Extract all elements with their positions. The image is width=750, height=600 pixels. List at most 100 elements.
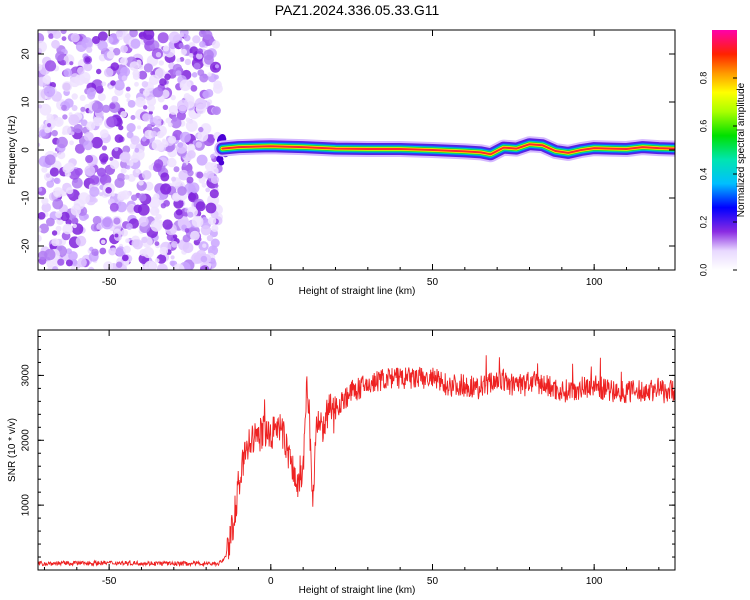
noise-blob (114, 80, 125, 91)
noise-blob (44, 154, 56, 166)
spectrogram-ylabel: Frequency (Hz) (7, 116, 18, 185)
noise-blob (193, 62, 201, 70)
noise-blob (97, 40, 108, 51)
noise-blob (47, 123, 52, 128)
noise-blob (168, 51, 173, 57)
noise-blob (154, 68, 166, 79)
noise-blob (109, 159, 120, 170)
noise-blob (196, 154, 208, 166)
noise-blob (190, 85, 198, 92)
noise-blob (200, 255, 208, 263)
snr-xlabel: Height of straight line (km) (299, 585, 416, 596)
noise-blob (169, 260, 175, 266)
noise-blob (138, 64, 144, 70)
ridge-core (221, 143, 675, 156)
noise-blob (171, 176, 177, 182)
onset-blob (219, 134, 226, 141)
noise-blob (156, 131, 164, 139)
noise-blob (207, 216, 217, 226)
noise-blob (167, 157, 177, 168)
noise-blob (180, 48, 187, 56)
noise-blob (69, 61, 74, 66)
noise-blob (52, 266, 59, 270)
noise-blob (170, 255, 175, 260)
noise-blob (38, 104, 43, 109)
noise-blob (74, 143, 85, 154)
noise-blob (177, 99, 189, 112)
noise-blob (74, 74, 86, 86)
noise-blob (80, 106, 86, 112)
noise-blob (153, 193, 160, 200)
noise-blob (101, 217, 114, 230)
noise-blob (99, 153, 109, 163)
noise-blob (212, 106, 221, 115)
noise-blob (150, 70, 156, 76)
noise-blob (111, 95, 119, 103)
noise-blob (181, 224, 187, 231)
noise-blob (138, 216, 149, 227)
noise-blob (126, 131, 134, 139)
noise-blob (84, 38, 89, 44)
noise-blob (60, 59, 66, 66)
colorbar-label: Normalized spectral amplitude (736, 82, 747, 217)
noise-blob (162, 219, 173, 230)
noise-blob (195, 201, 206, 212)
noise-blob (199, 41, 206, 48)
noise-blob (202, 243, 207, 248)
noise-blob (186, 176, 194, 184)
noise-blob (134, 81, 139, 87)
noise-blob (184, 58, 192, 66)
noise-blob (70, 33, 80, 43)
noise-blob (137, 125, 141, 130)
noise-blob (157, 263, 168, 270)
noise-blob (65, 259, 73, 267)
noise-blob (133, 204, 143, 214)
noise-blob (168, 105, 179, 115)
noise-blob (104, 67, 114, 78)
noise-blob (109, 202, 119, 212)
noise-blob (188, 193, 197, 201)
noise-blob (195, 141, 202, 148)
snr-plot-frame (37, 329, 676, 571)
snr-ytick-label: 3000 (21, 364, 32, 387)
noise-blob (170, 94, 176, 101)
spectrogram-ytick-label: 10 (21, 96, 32, 108)
noise-blob (173, 166, 180, 173)
noise-blob (144, 260, 156, 270)
noise-blob (161, 140, 169, 148)
noise-blob (61, 104, 67, 111)
noise-blob (138, 193, 147, 202)
noise-blob (120, 229, 128, 237)
noise-blob (207, 72, 212, 77)
noise-blob (117, 191, 127, 201)
noise-blob (46, 260, 54, 268)
noise-blob (51, 230, 58, 236)
snr-panel: -50 0 50 100 1000 2000 3000 Height of straight… (7, 329, 676, 596)
noise-blob (52, 187, 64, 198)
noise-blob (199, 265, 210, 270)
noise-blob (158, 60, 164, 66)
noise-blob (120, 111, 127, 118)
noise-blob (64, 170, 71, 178)
noise-blob (38, 33, 45, 44)
snr-ytick-label: 2000 (21, 429, 32, 452)
noise-blob (132, 73, 140, 80)
noise-blob (165, 117, 172, 124)
noise-blob (126, 165, 131, 170)
noise-blob (171, 192, 181, 202)
noise-blob (167, 122, 173, 128)
noise-blob (84, 57, 91, 63)
noise-blob (91, 136, 103, 149)
noise-blob (121, 75, 128, 81)
colorbar-tick-label: 0.0 (698, 264, 708, 277)
noise-blob (182, 242, 194, 254)
noise-blob (190, 230, 200, 241)
noise-blob (138, 180, 144, 186)
noise-blob (121, 254, 129, 262)
noise-blob (85, 155, 94, 163)
noise-blob (214, 183, 219, 188)
noise-blob (143, 63, 153, 73)
noise-blob (60, 211, 70, 222)
spectrogram-xlabel: Height of straight line (km) (299, 286, 416, 297)
